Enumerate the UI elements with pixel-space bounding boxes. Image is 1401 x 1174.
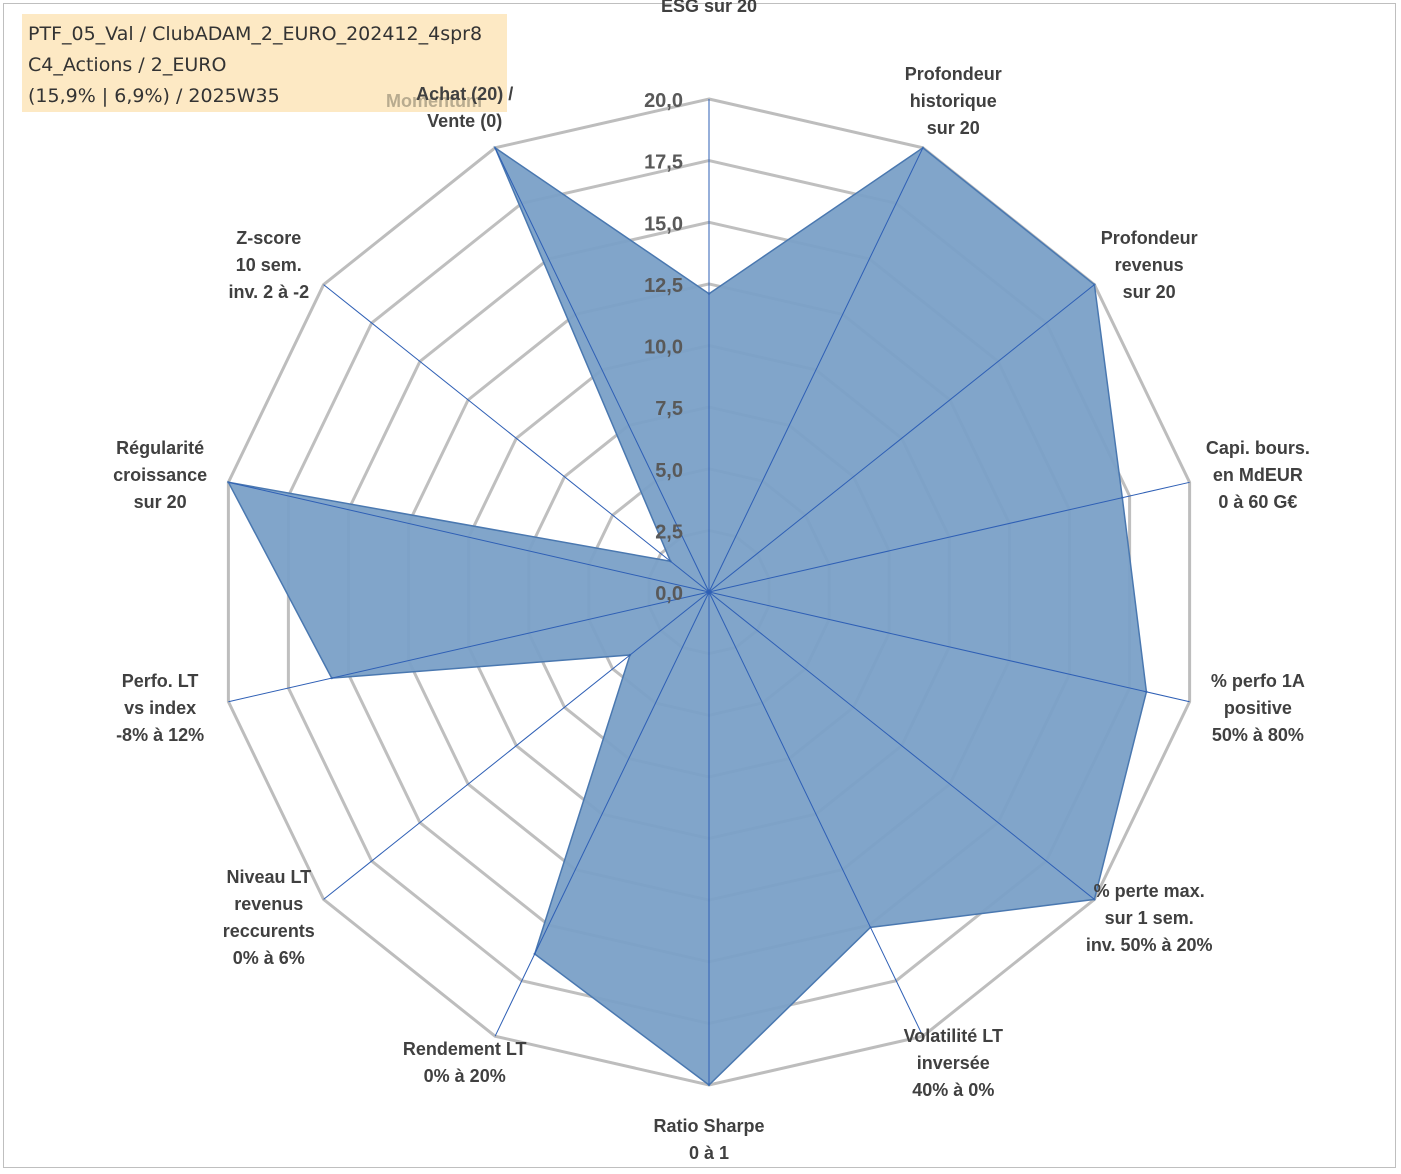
axis-label-line: inversée <box>916 1052 990 1073</box>
axis-label-line: Profondeur <box>1100 228 1198 249</box>
tick-label: 2,5 <box>655 521 683 543</box>
axis-label-line: Capi. bours. <box>1205 438 1310 459</box>
axis-label-line: croissance <box>113 465 208 486</box>
portfolio-info-line-3: (15,9% | 6,9%) / 2025W35 <box>28 85 280 107</box>
axis-label: Z-score 10 sem. inv. 2 à -2 <box>228 225 309 306</box>
axis-spoke <box>494 147 710 593</box>
tick-label: 15,0 <box>644 213 683 235</box>
axis-spoke <box>323 284 710 593</box>
radar-series <box>227 145 1148 1087</box>
axis-label: Profondeur revenus sur 20 <box>1101 225 1198 306</box>
axis-label-line: Régularité <box>116 438 205 459</box>
radar-spokes <box>228 99 1190 1085</box>
axis-label-line: % perte max. <box>1093 880 1205 901</box>
axis-label-line: ESG sur 20 <box>660 0 758 16</box>
axis-label-line: historique <box>909 91 997 112</box>
axis-label-line: vs index <box>124 697 197 718</box>
axis-label-line: 50% à 80% <box>1211 724 1304 745</box>
axis-label-line: 0% à 20% <box>423 1066 506 1087</box>
momentum-label: Momentum <box>386 91 482 111</box>
axis-label-line: Volatilité LT <box>903 1025 1003 1046</box>
axis-label-line: Z-score <box>236 228 302 249</box>
axis-label-line: inv. 2 à -2 <box>228 282 310 303</box>
axis-label: Perfo. LT vs index -8% à 12% <box>116 668 204 749</box>
axis-spoke <box>708 481 1190 593</box>
axis-spoke <box>323 591 710 900</box>
axis-label-line: sur 1 sem. <box>1104 907 1194 928</box>
tick-label: 5,0 <box>655 460 683 482</box>
tick-label: 0,0 <box>655 583 683 605</box>
axis-spoke <box>494 591 710 1037</box>
axis-label: % perfo 1A positive 50% à 80% <box>1211 668 1305 749</box>
axis-label-line: Profondeur <box>904 64 1002 85</box>
axis-spoke <box>708 591 924 1037</box>
axis-label-line: 40% à 0% <box>912 1079 995 1100</box>
axis-label-line: Vente (0) <box>427 110 503 131</box>
tick-label: 10,0 <box>644 337 683 359</box>
axis-label: Capi. bours. en MdEUR 0 à 60 G€ <box>1206 435 1310 516</box>
radar-tick-labels: 0,0 2,5 5,0 7,5 10,0 12,5 15,0 17,5 20,0 <box>644 90 683 605</box>
axis-label-line: Perfo. LT <box>121 670 199 691</box>
axis-label-line: 10 sem. <box>235 255 302 276</box>
axis-label-line: 0 à 1 <box>688 1143 730 1163</box>
axis-label-line: sur 20 <box>133 492 187 513</box>
axis-spoke <box>708 284 1095 593</box>
axis-label-line: sur 20 <box>1122 282 1176 303</box>
axis-label-line: 0% à 6% <box>232 948 305 969</box>
axis-label: Niveau LT revenus reccurents 0% à 6% <box>223 864 315 972</box>
axis-label-line: reccurents <box>222 921 315 942</box>
series-area <box>227 145 1148 1086</box>
axis-label: Achat (20) / Vente (0) <box>416 81 513 135</box>
axis-label: NoteESG sur 20 <box>661 0 757 20</box>
axis-label: % perte max. sur 1 sem. inv. 50% à 20% <box>1086 878 1213 959</box>
axis-spoke <box>228 591 710 703</box>
axis-label-line: revenus <box>234 894 304 915</box>
axis-label-line: Achat (20) / <box>416 83 514 104</box>
axis-label-line: en MdEUR <box>1212 465 1303 486</box>
axis-label-line: Ratio Sharpe <box>653 1116 765 1136</box>
axis-label-line: revenus <box>1114 255 1184 276</box>
portfolio-info-line-2: C4_Actions / 2_EURO <box>28 54 227 76</box>
axis-label-line: inv. 50% à 20% <box>1085 934 1213 955</box>
tick-label: 7,5 <box>655 398 683 420</box>
axis-label: Rendement LT 0% à 20% <box>403 1036 527 1090</box>
axis-label: Volatilité LT inversée 40% à 0% <box>904 1023 1003 1104</box>
axis-spoke <box>708 147 924 593</box>
axis-label-line: positive <box>1223 697 1292 718</box>
axis-label-line: Rendement LT <box>402 1039 527 1060</box>
axis-spoke <box>708 591 1190 703</box>
axis-label-line: 0 à 60 G€ <box>1218 492 1298 513</box>
axis-label: Profondeur historique sur 20 <box>905 61 1002 142</box>
axis-spoke <box>708 591 1095 900</box>
axis-label: Régularité croissance sur 20 <box>113 435 207 516</box>
axis-spoke <box>228 481 710 593</box>
tick-label: 20,0 <box>644 90 683 112</box>
tick-label: 12,5 <box>644 275 683 297</box>
axis-label: Ratio Sharpe 0 à 1 <box>653 1113 764 1167</box>
portfolio-info-line-1: PTF_05_Val / ClubADAM_2_EURO_202412_4spr… <box>28 23 483 45</box>
tick-label: 17,5 <box>644 152 683 174</box>
axis-label-line: Niveau LT <box>226 867 312 888</box>
axis-label-line: sur 20 <box>926 118 980 139</box>
axis-label-line: % perfo 1A <box>1210 670 1305 691</box>
portfolio-info-box: PTF_05_Val / ClubADAM_2_EURO_202412_4spr… <box>22 14 507 112</box>
axis-label-line: -8% à 12% <box>116 724 205 745</box>
